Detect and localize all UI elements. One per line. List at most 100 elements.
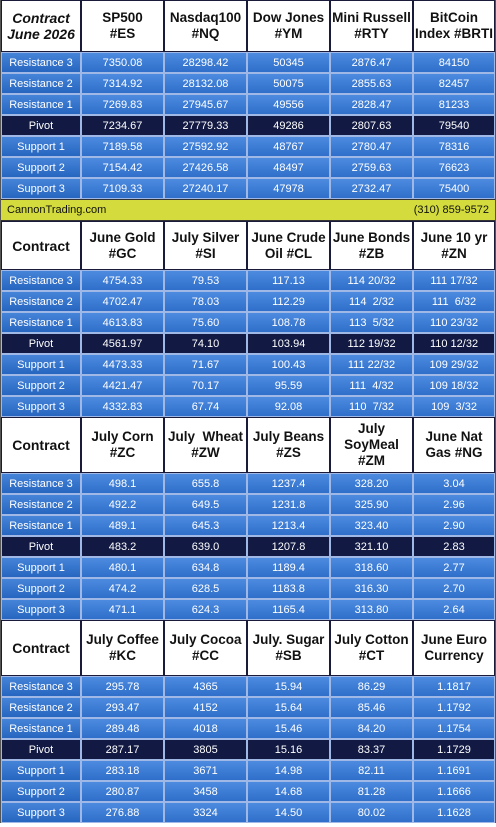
row-label: Resistance 3	[1, 473, 81, 494]
header-cell: BitCoin Index #BRTI	[413, 0, 495, 52]
value-cell: 70.17	[164, 375, 247, 396]
header-text: Contract	[12, 437, 70, 453]
value-cell: 78.03	[164, 291, 247, 312]
header-text: Contract	[12, 237, 70, 254]
value-cell: 110 7/32	[330, 396, 413, 417]
value-cell: 85.46	[330, 697, 413, 718]
phone: (310) 859-9572	[413, 204, 489, 216]
header-row: Contract June 2026 SP500 #ES Nasdaq100 #NQ Dow…	[1, 0, 495, 52]
header-cell: July Cocoa #CC	[164, 620, 247, 676]
value-cell: 15.16	[247, 739, 330, 760]
row-label: Support 3	[1, 178, 81, 199]
value-cell: 27945.67	[164, 94, 247, 115]
header-text: June Euro	[420, 632, 487, 647]
data-row: Resistance 2 4702.47 78.03 112.29 114 2/32 11…	[1, 291, 495, 312]
value-cell: 14.50	[247, 802, 330, 823]
data-row: Resistance 1 7269.83 27945.67 49556 2828.47 8…	[1, 94, 495, 115]
value-cell: 100.43	[247, 354, 330, 375]
header-cell: July Coffee #KC	[81, 620, 164, 676]
header-cell: Nasdaq100 #NQ	[164, 0, 247, 52]
row-label: Resistance 1	[1, 94, 81, 115]
header-text: June 10 yr	[420, 229, 488, 245]
value-cell: 80.02	[330, 802, 413, 823]
value-cell: 108.78	[247, 312, 330, 333]
value-cell: 50075	[247, 73, 330, 94]
header-cell: Contract June 2026	[1, 0, 81, 52]
row-label: Pivot	[1, 115, 81, 136]
header-cell: June Nat Gas #NG	[413, 417, 495, 473]
value-cell: 4421.47	[81, 375, 164, 396]
row-label: Pivot	[1, 536, 81, 557]
value-cell: 1.1754	[413, 718, 495, 739]
data-row: Support 1 4473.33 71.67 100.43 111 22/32 109 …	[1, 354, 495, 375]
header-cell: June 10 yr #ZN	[413, 221, 495, 270]
header-cell: July Wheat #ZW	[164, 417, 247, 473]
value-cell: 117.13	[247, 270, 330, 291]
row-label: Pivot	[1, 333, 81, 354]
value-cell: 2732.47	[330, 178, 413, 199]
data-row: Resistance 2 293.47 4152 15.64 85.46 1.1792	[1, 697, 495, 718]
value-cell: 109 3/32	[413, 396, 495, 417]
row-label: Resistance 3	[1, 676, 81, 697]
data-row: Resistance 3 295.78 4365 15.94 86.29 1.1817	[1, 676, 495, 697]
value-cell: 2807.63	[330, 115, 413, 136]
value-cell: 114 2/32	[330, 291, 413, 312]
value-cell: 287.17	[81, 739, 164, 760]
data-row: Support 3 276.88 3324 14.50 80.02 1.1628	[1, 802, 495, 823]
value-cell: 480.1	[81, 557, 164, 578]
value-cell: 81.28	[330, 781, 413, 802]
data-row: Resistance 3 4754.33 79.53 117.13 114 20/32 1…	[1, 270, 495, 291]
header-text: BitCoin	[430, 10, 478, 25]
header-cell: Contract	[1, 417, 81, 473]
data-row: Resistance 3 498.1 655.8 1237.4 328.20 3.04	[1, 473, 495, 494]
value-cell: 81233	[413, 94, 495, 115]
value-cell: 7314.92	[81, 73, 164, 94]
value-cell: 1189.4	[247, 557, 330, 578]
value-cell: 111 17/32	[413, 270, 495, 291]
value-cell: 2.96	[413, 494, 495, 515]
value-cell: 92.08	[247, 396, 330, 417]
value-cell: 3671	[164, 760, 247, 781]
value-cell: 2780.47	[330, 136, 413, 157]
value-cell: 67.74	[164, 396, 247, 417]
value-cell: 14.98	[247, 760, 330, 781]
header-cell: July Silver #SI	[164, 221, 247, 270]
row-label: Support 2	[1, 375, 81, 396]
banner: CannonTrading.com (310) 859-9572	[1, 199, 495, 221]
value-cell: 2.83	[413, 536, 495, 557]
data-row: Pivot 7234.67 27779.33 49286 2807.63 79540	[1, 115, 495, 136]
value-cell: 3.04	[413, 473, 495, 494]
header-cell: Contract	[1, 620, 81, 676]
row-label: Resistance 3	[1, 270, 81, 291]
header-text: Nasdaq100	[169, 10, 242, 25]
data-row: Support 1 480.1 634.8 1189.4 318.60 2.77	[1, 557, 495, 578]
value-cell: 316.30	[330, 578, 413, 599]
data-row: Support 2 280.87 3458 14.68 81.28 1.1666	[1, 781, 495, 802]
value-cell: 1237.4	[247, 473, 330, 494]
row-label: Support 3	[1, 396, 81, 417]
header-text: Index #BRTI	[414, 26, 493, 41]
header-text: July Beans	[252, 429, 325, 444]
header-text: July Silver	[171, 229, 240, 245]
header-text: #ZW	[191, 445, 220, 460]
value-cell: 4332.83	[81, 396, 164, 417]
value-cell: 1.1666	[413, 781, 495, 802]
value-cell: 2.90	[413, 515, 495, 536]
value-cell: 48767	[247, 136, 330, 157]
row-label: Support 2	[1, 157, 81, 178]
value-cell: 624.3	[164, 599, 247, 620]
value-cell: 75.60	[164, 312, 247, 333]
header-text: #ES	[109, 26, 136, 41]
value-cell: 82457	[413, 73, 495, 94]
row-label: Support 2	[1, 578, 81, 599]
value-cell: 471.1	[81, 599, 164, 620]
value-cell: 639.0	[164, 536, 247, 557]
header-text: #YM	[274, 26, 303, 41]
header-text: #GC	[108, 245, 137, 261]
value-cell: 4754.33	[81, 270, 164, 291]
data-row: Resistance 1 4613.83 75.60 108.78 113 5/32 11…	[1, 312, 495, 333]
header-text: Dow Jones	[252, 10, 325, 25]
data-row: Pivot 483.2 639.0 1207.8 321.10 2.83	[1, 536, 495, 557]
header-text: June Bonds	[332, 229, 411, 245]
